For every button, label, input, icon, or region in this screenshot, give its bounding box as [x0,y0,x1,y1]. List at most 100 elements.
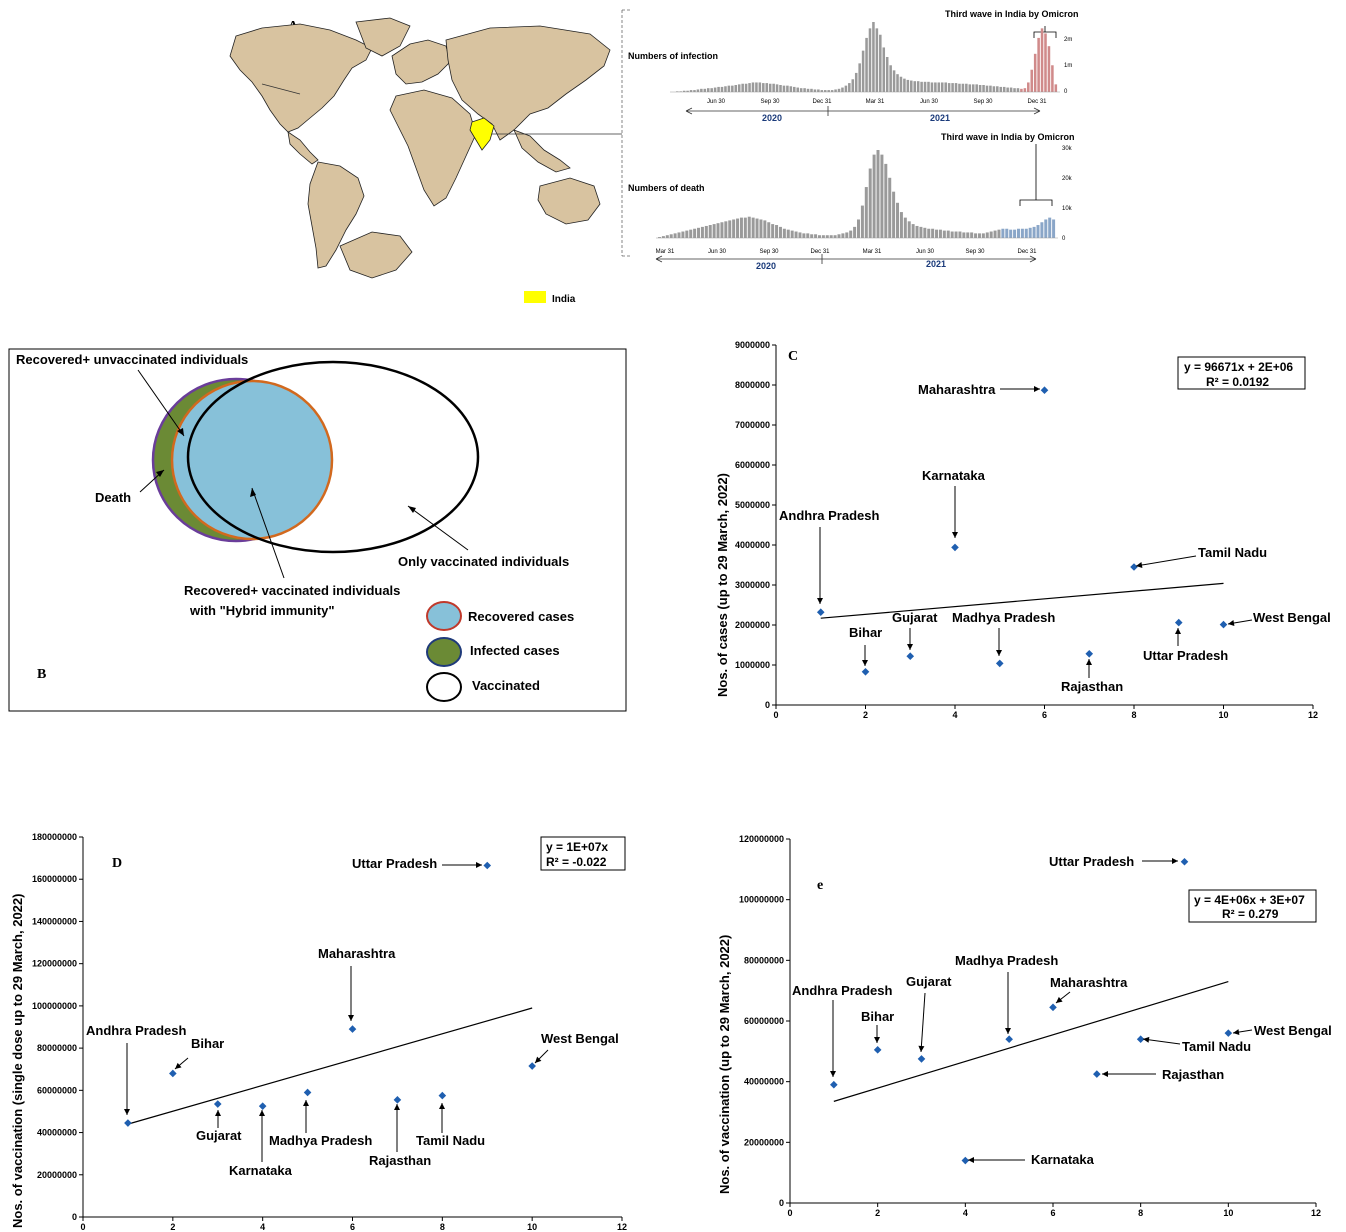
infection-bar [810,88,813,92]
chart-c-xtick-label: 10 [1218,710,1228,720]
point-arrowhead-karnataka [952,532,958,538]
death-xtick: Mar 31 [863,249,882,255]
point-arrowhead-gujarat [918,1045,925,1052]
omicron-label-death: Third wave in India by Omicron [941,132,1075,142]
chart-c-ytick-label: 8000000 [735,380,770,390]
point-arrowhead-andhra-pradesh [124,1109,130,1115]
chart-e-xtick-label: 4 [963,1208,968,1218]
death-bar [763,220,767,238]
point-label-karnataka: Karnataka [229,1163,293,1178]
death-bar [997,229,1001,238]
infection-bar [971,84,975,92]
chart-d-xtick-label: 12 [617,1222,627,1232]
infection-bar [910,80,913,92]
central-america-shape [287,131,319,165]
point-maharashtra [1049,1003,1057,1012]
point-label-maharashtra: Maharashtra [918,382,996,397]
chart-d-ytick-label: 120000000 [32,959,77,969]
chart-d-ytick-label: 60000000 [37,1085,77,1095]
infection-bar [954,83,958,92]
point-arrowhead-tamil-nadu [1143,1036,1150,1043]
infection-bar [996,86,999,92]
point-label-rajasthan: Rajasthan [1162,1067,1224,1082]
infection-bar [982,85,985,92]
death-bar [892,191,896,238]
infection-bar [744,83,748,92]
death-bar [876,150,880,238]
antarctica-shape [339,231,413,279]
infection-bar [975,84,978,92]
infection-bar [727,85,731,92]
infection-bar [758,82,762,92]
death-bar [1020,228,1024,238]
death-bar [802,233,806,238]
panel-c-letter: C [788,349,798,364]
infection-bar [786,85,789,92]
vaccinated-circle [186,360,480,554]
point-karnataka [258,1102,267,1110]
death-bar [974,233,978,238]
chart-c-r2: R² = 0.0192 [1206,375,1269,389]
infection-bar [689,90,693,92]
infection-bar [872,22,875,92]
infection-bar [920,81,923,92]
infection-bar [696,89,700,92]
chart-e-r2: R² = 0.279 [1222,907,1279,921]
death-bar [981,233,985,238]
point-label-andhra-pradesh: Andhra Pradesh [86,1023,186,1038]
panel-e-letter: e [817,878,823,893]
point-madhya-pradesh [303,1088,312,1097]
recovered-vaccinated-label-2: with "Hybrid immunity" [189,603,335,618]
infection-xtick: Dec 31 [812,99,832,105]
death-bar [896,202,900,238]
chart-d-ytick-label: 80000000 [37,1043,77,1053]
infection-bar [706,88,710,92]
point-label-gujarat: Gujarat [196,1128,242,1143]
death-bar [814,234,818,238]
infection-bar [965,83,968,92]
infection-bar [703,88,707,92]
panel-a-bracket [621,9,630,257]
point-madhya-pradesh [995,659,1004,668]
death-bar [849,230,853,238]
chart-e-ytick-label: 40000000 [744,1077,784,1087]
chart-c-equation-box [1177,356,1306,390]
point-arrowhead-rajasthan [1086,659,1092,665]
chart-c-ytick-label: 3000000 [735,580,770,590]
infection-ytick: 0 [1064,89,1068,95]
infection-bar [885,57,889,92]
death-ytick: 20k [1062,176,1073,182]
point-madhya-pradesh [1005,1035,1013,1043]
death-bar [1024,228,1028,238]
point-arrowhead-bihar [874,1037,880,1043]
chart-d-equation: y = 1E+07x [546,840,608,854]
infection-bar [813,89,817,92]
death-bar [845,232,849,238]
infection-bar [700,88,703,92]
death-ytick: 30k [1062,146,1073,152]
omicron-brace-infection [1033,26,1057,38]
infection-bar [906,79,910,92]
chart-e-xtick-label: 2 [875,1208,880,1218]
chart-d-xtick-label: 6 [350,1222,355,1232]
death-bar [778,226,782,238]
infection-bar [985,85,989,92]
point-label-bihar: Bihar [191,1036,224,1051]
death-bar [864,187,868,238]
infection-bar [978,85,982,92]
death-bar [1013,229,1017,238]
death-bar [942,230,946,238]
point-label-karnataka: Karnataka [1031,1152,1095,1167]
infection-bar [940,82,944,92]
death-bar [693,228,697,238]
infection-bar [1002,86,1006,92]
recovered-unvaccinated-arrow [137,369,185,437]
point-rajasthan [1093,1070,1101,1078]
infection-bar [782,85,786,92]
death-bar [872,154,876,238]
infection-year-2021: 2021 [930,113,950,123]
death-year-arrows [655,254,1037,264]
point-label-andhra-pradesh: Andhra Pradesh [792,983,892,998]
infection-bar [803,88,806,92]
chart-c-xtick-label: 4 [952,710,957,720]
